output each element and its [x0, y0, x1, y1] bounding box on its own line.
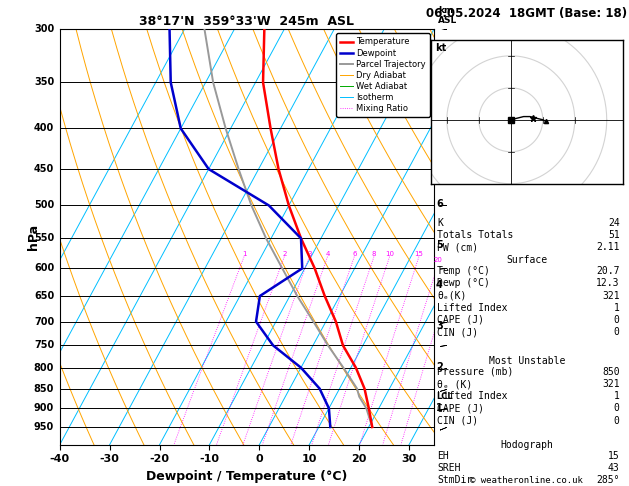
Text: 4: 4: [325, 251, 330, 257]
Text: hPa: hPa: [27, 224, 40, 250]
Text: 2: 2: [436, 363, 443, 372]
Text: Dewp (°C): Dewp (°C): [437, 278, 490, 289]
Text: 51: 51: [608, 230, 620, 240]
Text: 600: 600: [34, 263, 54, 274]
Text: © weatheronline.co.uk: © weatheronline.co.uk: [470, 476, 583, 486]
Text: Surface: Surface: [506, 255, 547, 265]
Text: 321: 321: [602, 379, 620, 389]
Text: K: K: [437, 218, 443, 228]
Text: 550: 550: [34, 233, 54, 243]
Text: 3: 3: [436, 321, 443, 331]
Text: 2: 2: [282, 251, 286, 257]
Text: Temp (°C): Temp (°C): [437, 266, 490, 277]
Text: 1: 1: [614, 303, 620, 313]
Text: PW (cm): PW (cm): [437, 242, 478, 252]
Text: 6: 6: [436, 199, 443, 208]
Text: 450: 450: [34, 164, 54, 174]
Text: 2.11: 2.11: [596, 242, 620, 252]
Text: 700: 700: [34, 316, 54, 327]
Text: 900: 900: [34, 403, 54, 413]
Text: 0: 0: [614, 315, 620, 325]
Text: SREH: SREH: [437, 463, 460, 473]
Text: LCL: LCL: [436, 392, 452, 401]
Text: 321: 321: [602, 291, 620, 301]
Text: 0: 0: [614, 416, 620, 426]
Text: 1: 1: [242, 251, 247, 257]
Text: Pressure (mb): Pressure (mb): [437, 367, 513, 377]
Text: 06.05.2024  18GMT (Base: 18): 06.05.2024 18GMT (Base: 18): [426, 7, 627, 20]
Text: StmDir: StmDir: [437, 475, 472, 486]
Text: Lifted Index: Lifted Index: [437, 391, 508, 401]
Text: 8: 8: [436, 117, 443, 127]
Text: 3: 3: [307, 251, 311, 257]
Text: 950: 950: [34, 422, 54, 432]
Text: 43: 43: [608, 463, 620, 473]
Text: Totals Totals: Totals Totals: [437, 230, 513, 240]
Text: CAPE (J): CAPE (J): [437, 315, 484, 325]
Text: 800: 800: [34, 363, 54, 373]
Text: 10: 10: [385, 251, 394, 257]
Text: θₑ(K): θₑ(K): [437, 291, 467, 301]
Text: 350: 350: [34, 77, 54, 87]
Text: 1: 1: [614, 391, 620, 401]
Text: 750: 750: [34, 340, 54, 350]
Text: 500: 500: [34, 200, 54, 210]
Text: 650: 650: [34, 291, 54, 301]
Text: 850: 850: [34, 383, 54, 394]
Text: 0: 0: [614, 327, 620, 337]
Text: θₑ (K): θₑ (K): [437, 379, 472, 389]
Text: Lifted Index: Lifted Index: [437, 303, 508, 313]
Text: 6: 6: [352, 251, 357, 257]
Text: 15: 15: [415, 251, 423, 257]
Text: 850: 850: [602, 367, 620, 377]
Text: km
ASL: km ASL: [438, 6, 457, 25]
Text: 15: 15: [608, 451, 620, 461]
Text: 400: 400: [34, 123, 54, 134]
Text: 12.3: 12.3: [596, 278, 620, 289]
Text: 4: 4: [436, 280, 443, 291]
Text: CIN (J): CIN (J): [437, 327, 478, 337]
Text: Hodograph: Hodograph: [500, 440, 554, 450]
Text: EH: EH: [437, 451, 449, 461]
Legend: Temperature, Dewpoint, Parcel Trajectory, Dry Adiabat, Wet Adiabat, Isotherm, Mi: Temperature, Dewpoint, Parcel Trajectory…: [336, 34, 430, 117]
Text: CAPE (J): CAPE (J): [437, 403, 484, 414]
Text: 7: 7: [436, 157, 443, 168]
Text: 8: 8: [372, 251, 376, 257]
Text: Most Unstable: Most Unstable: [489, 356, 565, 366]
Text: 285°: 285°: [596, 475, 620, 486]
X-axis label: Dewpoint / Temperature (°C): Dewpoint / Temperature (°C): [146, 470, 348, 483]
Text: 20.7: 20.7: [596, 266, 620, 277]
Text: 5: 5: [436, 240, 443, 249]
Text: 0: 0: [614, 403, 620, 414]
Text: 24: 24: [608, 218, 620, 228]
Text: CIN (J): CIN (J): [437, 416, 478, 426]
Text: 1: 1: [436, 403, 443, 413]
Text: 20: 20: [434, 257, 443, 263]
Title: 38°17'N  359°33'W  245m  ASL: 38°17'N 359°33'W 245m ASL: [140, 15, 354, 28]
Text: kt: kt: [435, 43, 446, 52]
Text: 300: 300: [34, 24, 54, 34]
